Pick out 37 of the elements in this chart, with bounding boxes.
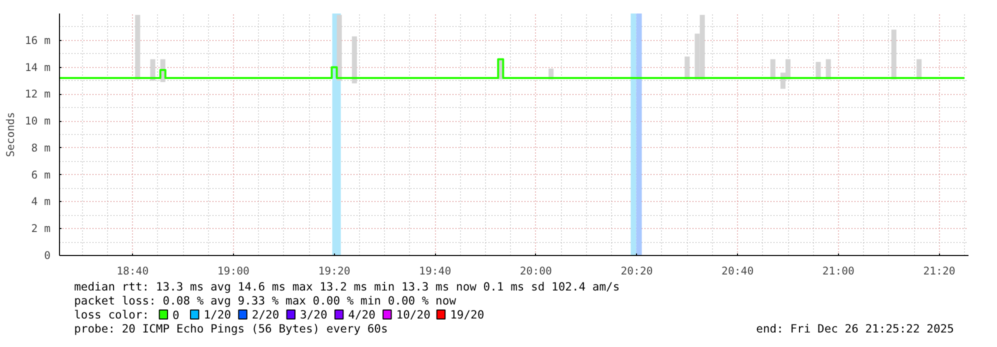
legend-label: 0 bbox=[172, 308, 180, 322]
x-tick-label: 21:20 bbox=[923, 264, 956, 278]
bar bbox=[891, 30, 896, 80]
y-tick-label: 0 bbox=[44, 249, 51, 262]
legend-label: 1/20 bbox=[204, 308, 232, 322]
bar bbox=[684, 56, 690, 80]
legend-label: 3/20 bbox=[300, 308, 328, 322]
y-tick-label: 6 m bbox=[31, 168, 51, 182]
x-tick-label: 20:20 bbox=[620, 264, 653, 278]
text: probe: 20 ICMP Echo Pings (56 Bytes) every 60s bbox=[74, 322, 388, 336]
bar bbox=[352, 36, 357, 84]
legend-title: loss color: bbox=[74, 308, 150, 322]
y-tick-label: 10 m bbox=[24, 114, 51, 128]
text: median rtt: 13.3 ms avg 14.6 ms max 13.2 ms min 13.3 ms now 0.1 ms sd 102.4 am/s bbox=[74, 280, 620, 294]
bar bbox=[916, 59, 922, 80]
x-tick-label: 21:00 bbox=[822, 264, 854, 278]
y-axis-title: Seconds bbox=[4, 112, 17, 157]
y-tick-label: 12 m bbox=[24, 88, 51, 101]
bar bbox=[826, 59, 831, 80]
x-tick-label: 19:20 bbox=[318, 264, 350, 278]
legend-label: 19/20 bbox=[450, 308, 484, 322]
y-tick-label: 2 m bbox=[31, 222, 51, 236]
legend-label: 4/20 bbox=[348, 308, 376, 322]
y-tick-label: 14 m bbox=[24, 60, 51, 74]
x-tick-label: 19:40 bbox=[419, 264, 452, 278]
y-tick-label: 16 m bbox=[24, 34, 51, 47]
x-tick-label: 20:40 bbox=[722, 264, 754, 278]
bar bbox=[770, 59, 776, 80]
y-tick-label: 8 m bbox=[31, 141, 51, 154]
legend-label: 2/20 bbox=[252, 308, 280, 322]
x-tick-label: 20:00 bbox=[520, 264, 552, 278]
y-tick-label: 4 m bbox=[31, 195, 51, 208]
x-tick-label: 18:40 bbox=[116, 264, 149, 278]
text: packet loss: 0.08 % avg 9.33 % max 0.00 % min 0.00 % now bbox=[74, 294, 456, 308]
x-tick-label: 19:00 bbox=[217, 264, 250, 278]
text: end: Fri Dec 26 21:25:22 2025 bbox=[756, 322, 954, 336]
legend-label: 10/20 bbox=[396, 308, 431, 322]
